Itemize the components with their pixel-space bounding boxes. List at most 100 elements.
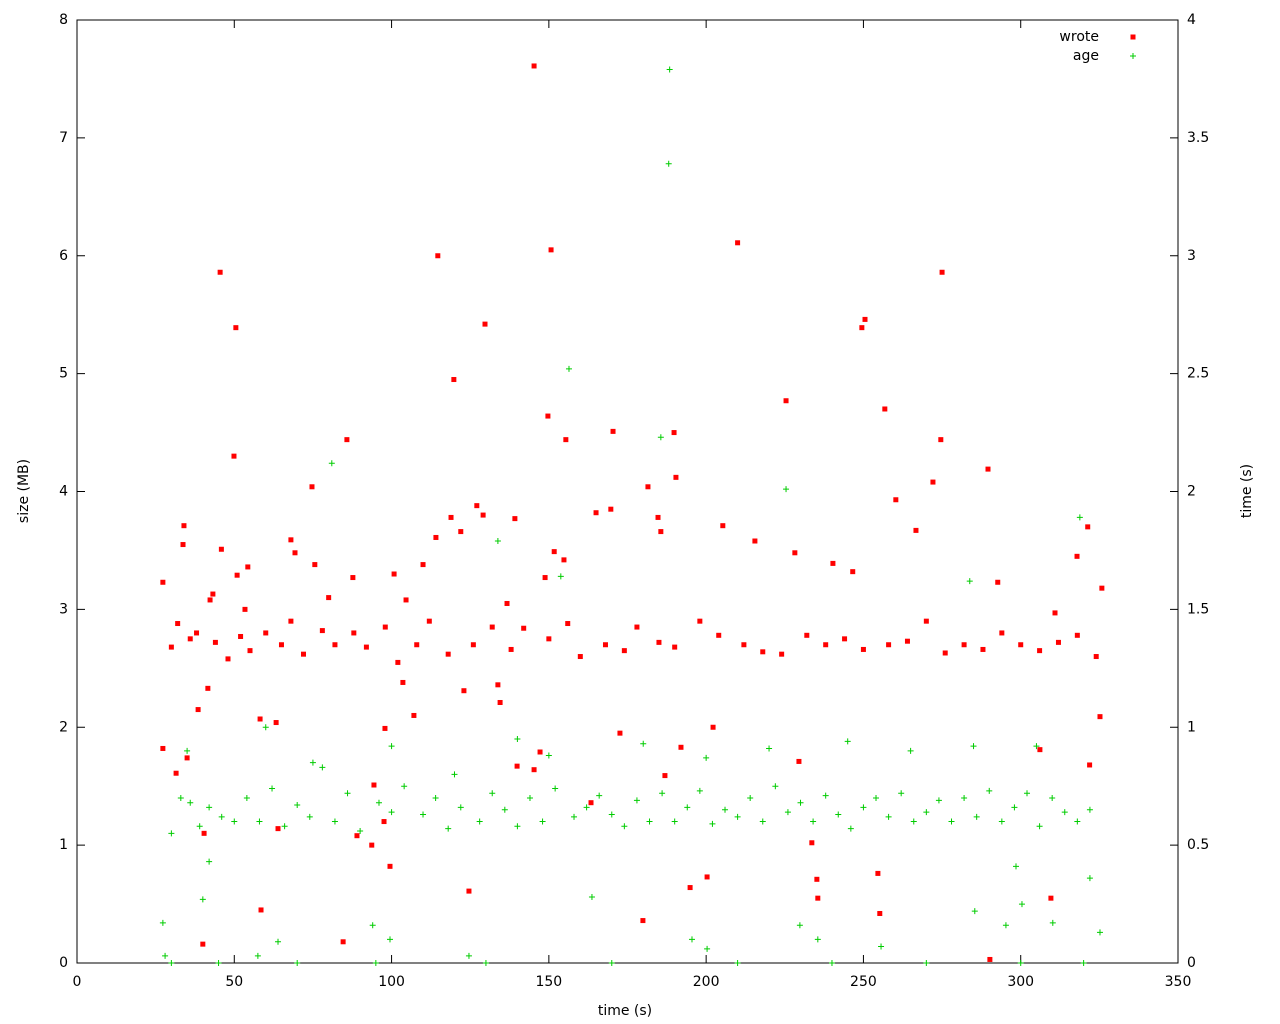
point: [375, 799, 382, 806]
point: [814, 876, 820, 882]
point: [810, 818, 817, 825]
point: [207, 597, 213, 603]
point: [482, 960, 489, 966]
point: [195, 707, 201, 713]
point: [514, 736, 521, 743]
legend-label: wrote: [1059, 29, 1099, 45]
y2-axis-label: time (s): [1239, 464, 1255, 518]
point: [275, 826, 281, 832]
point: [1096, 929, 1103, 936]
point: [877, 910, 883, 916]
point: [561, 557, 567, 563]
point: [309, 484, 315, 490]
point: [1036, 823, 1043, 830]
point: [480, 512, 486, 518]
point: [588, 893, 595, 900]
point: [980, 646, 986, 652]
point: [1033, 743, 1040, 750]
point: [565, 365, 572, 372]
point: [565, 621, 571, 627]
point: [1049, 794, 1056, 801]
point: [369, 842, 375, 848]
point: [275, 938, 282, 945]
point: [709, 820, 716, 827]
point: [531, 63, 537, 69]
y2-tick-label: 0: [1187, 955, 1196, 971]
point: [610, 428, 616, 434]
point: [292, 550, 298, 556]
point: [196, 823, 203, 830]
point: [433, 534, 439, 540]
point: [999, 630, 1005, 636]
point: [904, 638, 910, 644]
point: [842, 636, 848, 642]
point: [634, 624, 640, 630]
y-tick-label: 2: [59, 719, 68, 735]
point: [571, 813, 578, 820]
point: [257, 716, 263, 722]
point: [772, 783, 779, 790]
point: [206, 858, 213, 865]
point: [201, 830, 207, 836]
point: [494, 538, 501, 545]
point: [160, 745, 166, 751]
point: [815, 895, 821, 901]
point: [672, 644, 678, 650]
point: [401, 783, 408, 790]
point: [671, 430, 677, 436]
point: [645, 484, 651, 490]
point: [722, 806, 729, 813]
point: [497, 699, 503, 705]
point: [281, 823, 288, 830]
point: [910, 818, 917, 825]
point: [269, 785, 276, 792]
point: [200, 941, 206, 947]
point: [426, 618, 432, 624]
point: [973, 813, 980, 820]
x-tick-label: 100: [378, 974, 405, 990]
point: [875, 870, 881, 876]
point: [621, 823, 628, 830]
y-axis-label: size (MB): [16, 459, 32, 523]
point: [704, 945, 711, 952]
y2-tick-label: 2.5: [1187, 366, 1209, 382]
point: [907, 747, 914, 754]
point: [703, 754, 710, 761]
point: [514, 763, 520, 769]
point: [655, 514, 661, 520]
y-tick-label: 6: [59, 248, 68, 264]
point: [242, 606, 248, 612]
point: [697, 618, 703, 624]
point: [617, 730, 623, 736]
point: [1074, 632, 1080, 638]
point: [495, 682, 501, 688]
point: [526, 794, 533, 801]
point: [862, 316, 868, 322]
y2-tick-label: 0.5: [1187, 837, 1209, 853]
point: [328, 460, 335, 467]
point: [835, 811, 842, 818]
point: [445, 825, 452, 832]
point: [411, 712, 417, 718]
point: [194, 630, 200, 636]
point: [288, 618, 294, 624]
point: [168, 830, 175, 837]
point: [231, 818, 238, 825]
point: [961, 642, 967, 648]
point: [688, 936, 695, 943]
point: [451, 771, 458, 778]
point: [1074, 553, 1080, 559]
point: [273, 720, 279, 726]
x-tick-label: 250: [850, 974, 877, 990]
point: [476, 818, 483, 825]
point: [205, 685, 211, 691]
x-tick-label: 200: [693, 974, 720, 990]
legend-marker: [1130, 53, 1136, 59]
y-tick-label: 5: [59, 366, 68, 382]
point: [531, 767, 537, 773]
point: [687, 885, 693, 891]
point: [608, 811, 615, 818]
point: [225, 656, 231, 662]
point: [508, 646, 514, 652]
point: [735, 240, 741, 246]
